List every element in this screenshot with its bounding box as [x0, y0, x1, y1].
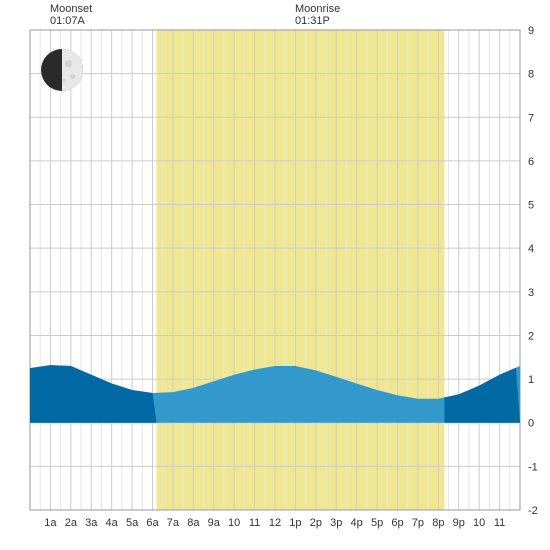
svg-text:4a: 4a [106, 517, 119, 529]
svg-text:4: 4 [528, 243, 534, 255]
svg-text:8p: 8p [432, 517, 444, 529]
moonrise-time: 01:31P [295, 15, 330, 27]
tide-chart-panel: Moonset 01:07A Moonrise 01:31P -2-101234… [0, 0, 550, 550]
moonset-time: 01:07A [50, 15, 85, 27]
svg-text:7: 7 [528, 112, 534, 124]
svg-text:-2: -2 [528, 505, 538, 517]
svg-text:6a: 6a [146, 517, 159, 529]
svg-text:4p: 4p [351, 517, 363, 529]
svg-text:5p: 5p [371, 517, 383, 529]
svg-text:5a: 5a [126, 517, 139, 529]
svg-text:12: 12 [269, 517, 281, 529]
svg-text:9p: 9p [453, 517, 465, 529]
svg-text:6: 6 [528, 156, 534, 168]
svg-text:2: 2 [528, 330, 534, 342]
svg-text:9: 9 [528, 25, 534, 37]
svg-text:8: 8 [528, 69, 534, 81]
moonrise-label: Moonrise [295, 3, 340, 15]
svg-text:10: 10 [473, 517, 485, 529]
svg-text:1: 1 [528, 374, 534, 386]
svg-text:11: 11 [494, 517, 505, 529]
svg-text:7a: 7a [167, 517, 180, 529]
moonset-label: Moonset [50, 3, 92, 15]
svg-text:5: 5 [528, 200, 534, 212]
svg-text:3: 3 [528, 287, 534, 299]
svg-text:7p: 7p [412, 517, 424, 529]
svg-text:1a: 1a [44, 517, 57, 529]
svg-text:1p: 1p [289, 517, 301, 529]
svg-text:3a: 3a [85, 517, 98, 529]
svg-text:10: 10 [228, 517, 240, 529]
svg-text:0: 0 [528, 418, 534, 430]
svg-text:11: 11 [249, 517, 260, 529]
svg-text:3p: 3p [330, 517, 342, 529]
svg-text:6p: 6p [391, 517, 403, 529]
svg-text:2p: 2p [310, 517, 322, 529]
moon-phase-icon [41, 49, 83, 91]
svg-text:8a: 8a [187, 517, 200, 529]
svg-text:-1: -1 [528, 461, 538, 473]
svg-text:2a: 2a [65, 517, 78, 529]
svg-text:9a: 9a [208, 517, 221, 529]
